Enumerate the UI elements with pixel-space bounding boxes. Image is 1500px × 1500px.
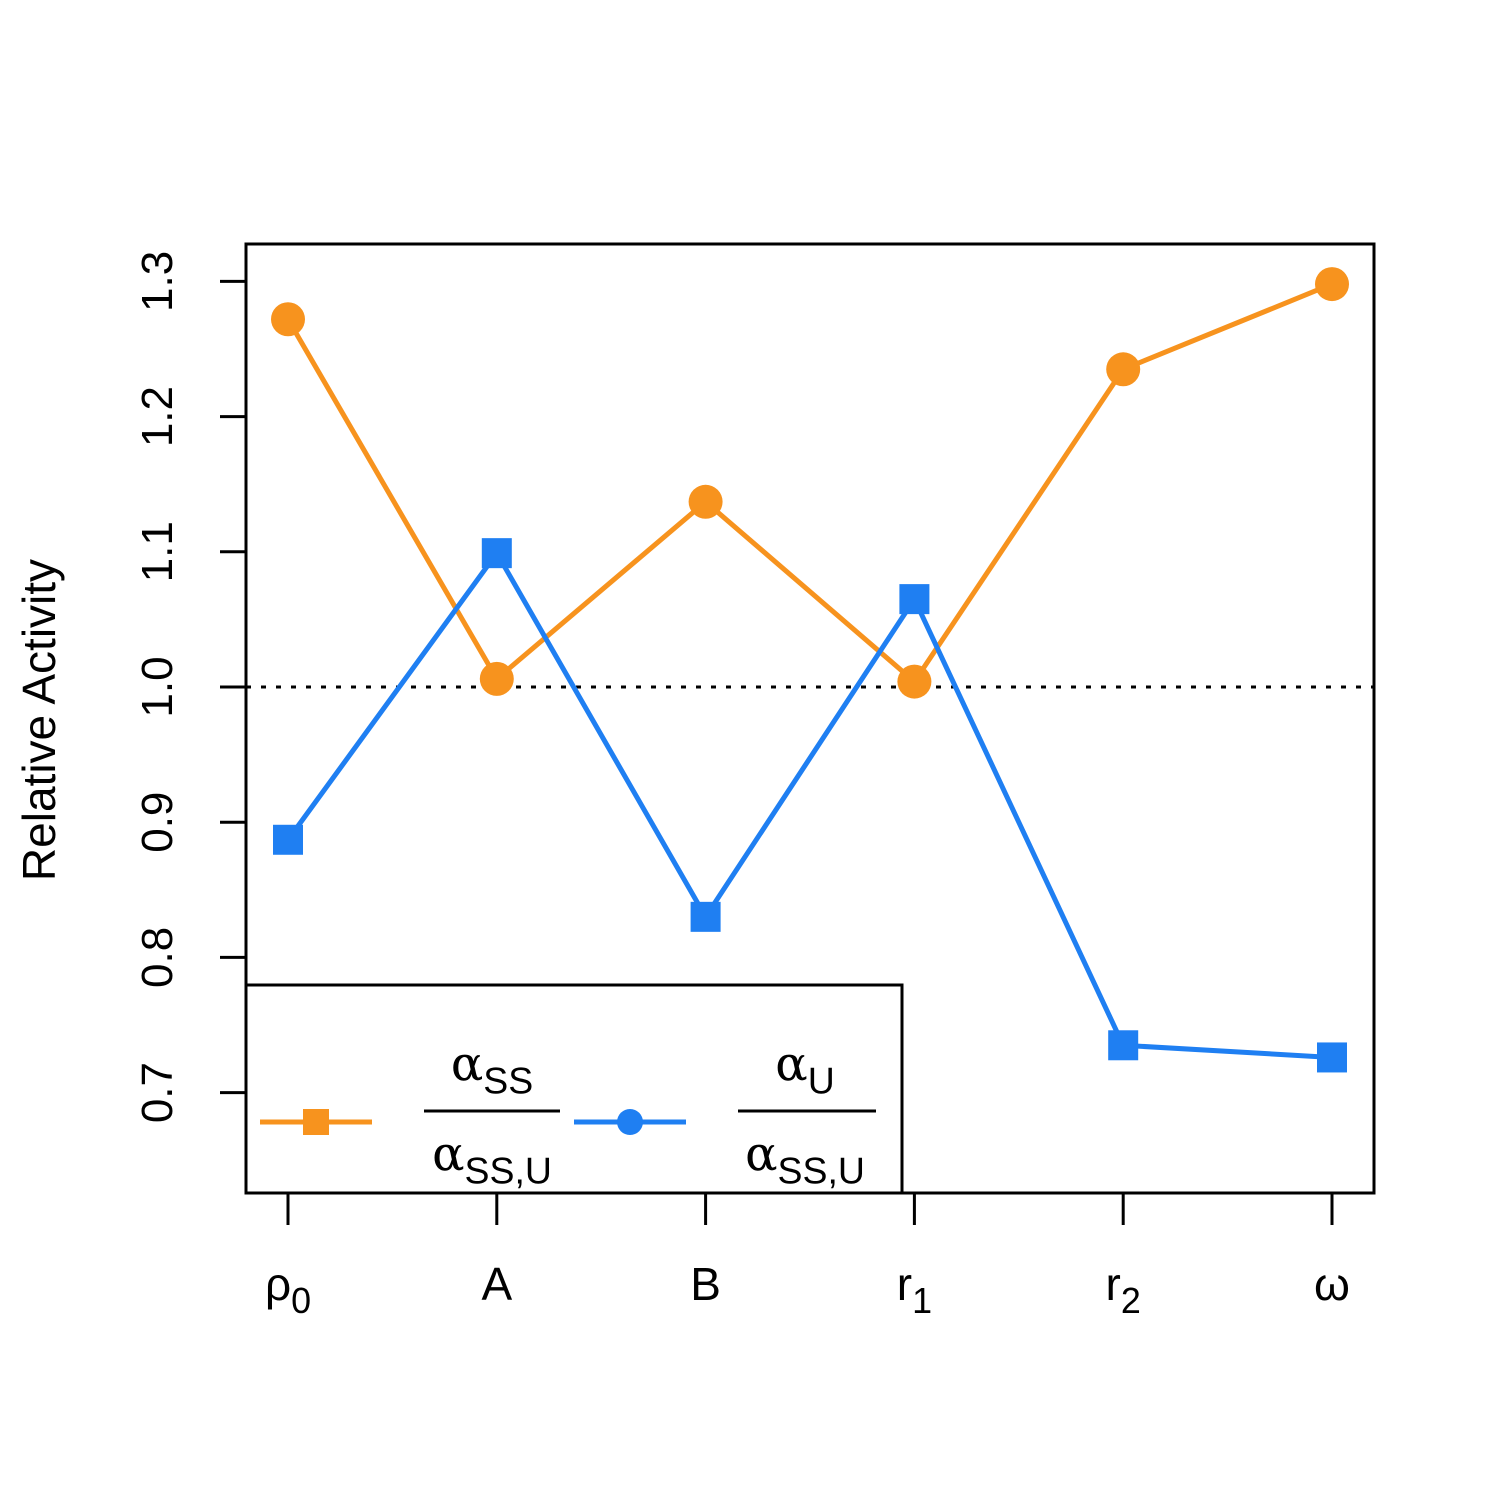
data-point-blue-3 <box>899 584 930 615</box>
legend-numerator: αU <box>775 1036 834 1101</box>
data-point-blue-4 <box>1108 1030 1139 1061</box>
y-tick-label: 0.7 <box>133 1062 182 1123</box>
legend-entry-blue: αU αSS,U <box>574 1036 876 1191</box>
y-tick-label: 0.8 <box>133 927 182 988</box>
data-point-orange-5 <box>1315 267 1349 302</box>
data-point-blue-1 <box>481 538 512 569</box>
series-line-orange <box>285 281 1333 685</box>
legend-entry-orange: αSS αSS,U <box>260 1036 560 1191</box>
data-point-blue-2 <box>690 901 721 932</box>
x-tick-label: ω <box>1314 1258 1350 1310</box>
y-tick-label: 0.9 <box>133 792 182 853</box>
legend-denominator: αSS,U <box>745 1126 865 1191</box>
y-tick-label: 1.0 <box>133 656 182 717</box>
x-tick-label: ρ0 <box>265 1258 311 1321</box>
data-point-blue-0 <box>273 824 303 855</box>
x-tick-label: A <box>481 1258 512 1310</box>
y-tick-label: 1.2 <box>133 386 182 447</box>
x-tick-label: B <box>690 1258 721 1310</box>
series-blue <box>273 538 1347 1073</box>
legend-denominator: αSS,U <box>432 1126 552 1191</box>
data-point-orange-2 <box>688 484 723 519</box>
data-point-orange-4 <box>1106 352 1141 387</box>
legend-box <box>244 983 904 1195</box>
legend-numerator: αSS <box>451 1036 533 1101</box>
y-tick-label: 1.3 <box>133 251 182 312</box>
x-tick-label: r2 <box>1106 1258 1141 1321</box>
y-tick-label: 1.1 <box>133 521 182 582</box>
data-point-orange-3 <box>897 664 932 699</box>
data-point-orange-1 <box>479 661 514 696</box>
data-point-blue-5 <box>1317 1042 1347 1073</box>
series-orange <box>271 267 1349 699</box>
y-axis-title: Relative Activity <box>13 559 65 881</box>
series-line-blue <box>285 550 1333 1060</box>
data-point-orange-0 <box>271 302 305 337</box>
legend-marker-orange <box>303 1109 329 1135</box>
legend-marker-blue <box>617 1109 643 1135</box>
x-tick-label: r1 <box>897 1258 932 1321</box>
